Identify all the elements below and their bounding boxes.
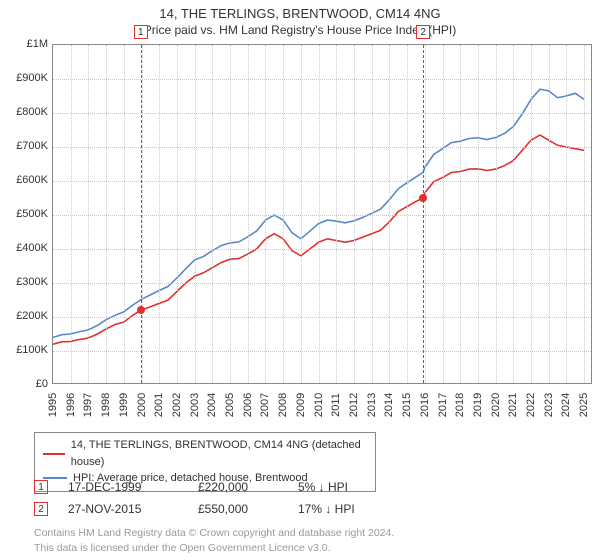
x-tick-label: 2016	[419, 393, 431, 417]
x-tick-label: 2018	[454, 393, 466, 417]
x-tick-label: 2025	[578, 393, 590, 417]
y-tick-label: £400K	[8, 242, 48, 254]
x-tick-label: 2010	[313, 393, 325, 417]
y-tick-label: £1M	[8, 38, 48, 50]
footer-line-2: This data is licensed under the Open Gov…	[34, 541, 574, 556]
x-tick-label: 2014	[383, 393, 395, 417]
x-tick-label: 2020	[490, 393, 502, 417]
sale-marker-box: 2	[416, 25, 430, 39]
x-tick-label: 2013	[366, 393, 378, 417]
x-tick-label: 2008	[277, 393, 289, 417]
sale-row-price: £550,000	[198, 502, 298, 516]
x-tick-label: 2023	[543, 393, 555, 417]
sale-row-date: 17-DEC-1999	[68, 480, 198, 494]
footer-line-1: Contains HM Land Registry data © Crown c…	[34, 526, 574, 541]
y-tick-label: £300K	[8, 276, 48, 288]
y-tick-label: £800K	[8, 106, 48, 118]
sale-row-compare: 17% ↓ HPI	[298, 502, 566, 516]
chart-title: 14, THE TERLINGS, BRENTWOOD, CM14 4NG	[0, 0, 600, 21]
x-tick-label: 2007	[259, 393, 271, 417]
x-tick-label: 2019	[472, 393, 484, 417]
x-tick-label: 2024	[560, 393, 572, 417]
sale-row-price: £220,000	[198, 480, 298, 494]
x-tick-label: 2012	[348, 393, 360, 417]
footer-attribution: Contains HM Land Registry data © Crown c…	[34, 526, 574, 555]
y-tick-label: £900K	[8, 72, 48, 84]
x-tick-label: 2005	[224, 393, 236, 417]
sale-dot	[137, 306, 145, 314]
y-tick-label: £500K	[8, 208, 48, 220]
chart-subtitle: Price paid vs. HM Land Registry's House …	[0, 23, 600, 37]
sale-time-line	[423, 45, 424, 383]
sale-row: 2 27-NOV-2015£550,00017% ↓ HPI	[34, 498, 566, 520]
sale-row: 1 17-DEC-1999£220,0005% ↓ HPI	[34, 476, 566, 498]
x-tick-label: 2017	[437, 393, 449, 417]
x-tick-label: 2004	[206, 393, 218, 417]
x-tick-label: 1996	[65, 393, 77, 417]
x-tick-label: 2009	[295, 393, 307, 417]
plot-area: 1995199619971998199920002001200220032004…	[52, 44, 592, 384]
x-tick-label: 2002	[171, 393, 183, 417]
x-tick-label: 2000	[136, 393, 148, 417]
chart-container: £0 £100K £200K £300K £400K £500K £600K £700K £80…	[8, 44, 592, 406]
x-tick-label: 2006	[242, 393, 254, 417]
sale-row-marker: 1	[34, 480, 48, 494]
y-tick-label: £200K	[8, 310, 48, 322]
x-tick-label: 2003	[189, 393, 201, 417]
legend-swatch-1	[43, 453, 65, 455]
x-tick-label: 2015	[401, 393, 413, 417]
legend-label-1: 14, THE TERLINGS, BRENTWOOD, CM14 4NG (d…	[71, 437, 367, 470]
y-tick-label: £700K	[8, 140, 48, 152]
sale-marker-box: 1	[134, 25, 148, 39]
sale-row-date: 27-NOV-2015	[68, 502, 198, 516]
sale-row-compare: 5% ↓ HPI	[298, 480, 566, 494]
x-tick-label: 1995	[47, 393, 59, 417]
x-tick-label: 2011	[330, 393, 342, 417]
x-tick-label: 1998	[100, 393, 112, 417]
sale-time-line	[141, 45, 142, 383]
y-tick-label: £600K	[8, 174, 48, 186]
x-tick-label: 1997	[82, 393, 94, 417]
sales-table: 1 17-DEC-1999£220,0005% ↓ HPI 2 27-NOV-2015…	[34, 476, 566, 520]
y-tick-label: £100K	[8, 344, 48, 356]
y-tick-label: £0	[8, 378, 48, 390]
x-tick-label: 2022	[525, 393, 537, 417]
sale-row-marker: 2	[34, 502, 48, 516]
x-tick-label: 1999	[118, 393, 130, 417]
x-tick-label: 2001	[153, 393, 165, 417]
x-tick-label: 2021	[507, 393, 519, 417]
sale-dot	[419, 194, 427, 202]
